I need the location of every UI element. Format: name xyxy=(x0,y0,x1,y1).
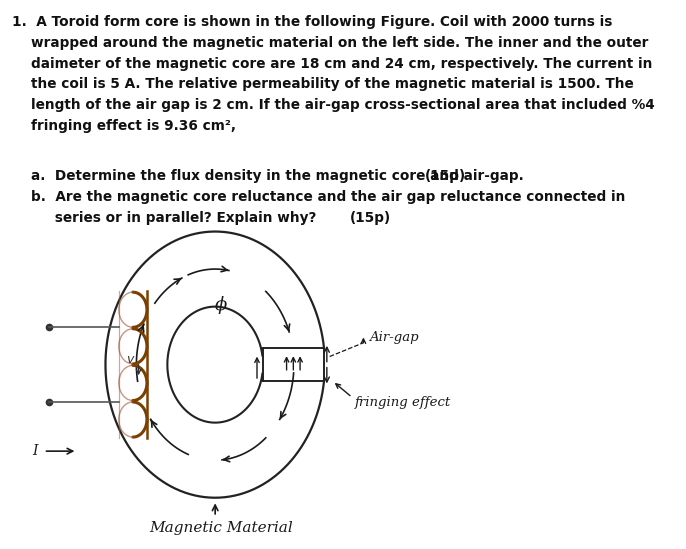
Text: daimeter of the magnetic core are 18 cm and 24 cm, respectively. The current in: daimeter of the magnetic core are 18 cm … xyxy=(12,57,652,71)
Text: fringing effect: fringing effect xyxy=(355,396,451,410)
Text: a.  Determine the flux density in the magnetic core and air-gap.: a. Determine the flux density in the mag… xyxy=(12,169,528,183)
Text: wrapped around the magnetic material on the left side. The inner and the outer: wrapped around the magnetic material on … xyxy=(12,36,648,50)
Text: I: I xyxy=(32,444,38,458)
Text: fringing effect is 9.36 cm²,: fringing effect is 9.36 cm², xyxy=(12,119,235,133)
Text: ϕ: ϕ xyxy=(215,296,227,313)
Text: (15p): (15p) xyxy=(350,211,391,225)
Text: series or in parallel? Explain why?: series or in parallel? Explain why? xyxy=(12,211,320,225)
Text: b.  Are the magnetic core reluctance and the air gap reluctance connected in: b. Are the magnetic core reluctance and … xyxy=(12,191,625,204)
Text: 1.  A Toroid form core is shown in the following Figure. Coil with 2000 turns is: 1. A Toroid form core is shown in the fo… xyxy=(12,15,612,29)
Text: (15p): (15p) xyxy=(425,169,466,183)
Text: Air-gap: Air-gap xyxy=(369,331,418,344)
Text: v: v xyxy=(126,352,134,366)
Text: the coil is 5 A. The relative permeability of the magnetic material is 1500. The: the coil is 5 A. The relative permeabili… xyxy=(12,77,633,91)
Text: length of the air gap is 2 cm. If the air-gap cross-sectional area that included: length of the air gap is 2 cm. If the ai… xyxy=(12,98,654,112)
Text: Magnetic Material: Magnetic Material xyxy=(149,520,293,535)
